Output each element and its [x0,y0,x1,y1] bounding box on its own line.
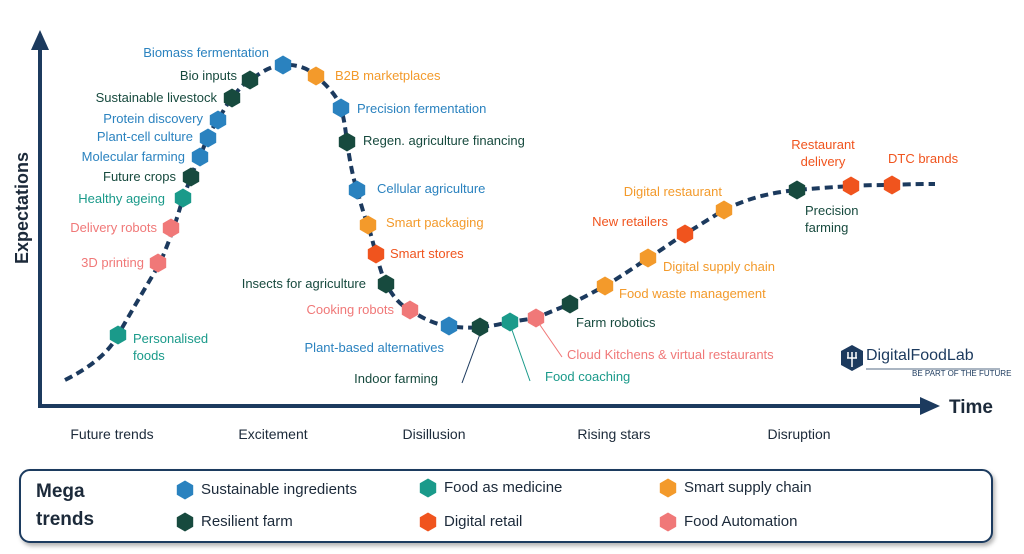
trend-label: Regen. agriculture financing [363,133,525,148]
legend-title: Mega trends [36,481,95,530]
trend-label: Farm robotics [576,315,656,330]
legend-marker [659,478,677,498]
trend-label: Future crops [103,169,176,184]
legend-label: Resilient farm [201,513,293,530]
trend-label: Biomass fermentation [143,45,269,60]
trend-label: Food waste management [619,286,766,301]
trend-marker [209,110,227,130]
trend-marker [348,180,366,200]
trend-marker [440,316,458,336]
logo-tagline: BE PART OF THE FUTURE [912,369,1012,378]
trend-marker [307,66,325,86]
trend-marker [788,180,806,200]
trend-label: Digital supply chain [663,259,776,274]
trend-marker [274,55,292,75]
trend-label: Protein discovery [103,111,203,126]
trend-marker [182,167,200,187]
trend-label: New retailers [592,214,668,229]
legend-marker [659,512,677,532]
trend-marker [338,132,356,152]
trend-label: Insects for agriculture [241,276,366,291]
logo-name: DigitalFoodLab [866,347,974,364]
trend-marker [639,248,657,268]
trend-marker [596,276,614,296]
trend-label: Digital restaurant [623,184,722,199]
trend-label: Indoor farming [354,371,438,386]
callout-line [461,333,481,384]
trend-marker [842,176,860,196]
trend-marker [199,128,217,148]
trend-label: Plant-based alternatives [304,340,444,355]
trend-label: Cooking robots [306,302,394,317]
trend-marker [676,224,694,244]
y-axis-label: Expectations [12,152,32,264]
trend-marker [223,88,241,108]
trend-marker [109,325,127,345]
callout-line [511,329,531,382]
legend-label: Sustainable ingredients [201,481,357,498]
trend-marker [471,317,489,337]
trend-marker [191,147,209,167]
phase-label: Disruption [767,426,831,442]
trend-label: Healthy ageing [78,191,165,206]
trend-label: 3D printing [81,255,144,270]
trend-label: Food coaching [545,369,631,384]
trend-label: Delivery robots [70,220,157,235]
trend-label: Restaurant delivery [791,137,855,169]
trend-label: Bio inputs [179,68,237,83]
trend-label: B2B marketplaces [335,68,441,83]
trend-label: Smart stores [390,246,464,261]
trend-label: Personalised foods [133,331,209,363]
legend-label: Digital retail [444,513,523,530]
trend-label: Sustainable livestock [95,90,217,105]
trend-marker [527,308,545,328]
trend-label: Precision fermentation [357,101,487,116]
trend-marker [359,215,377,235]
legend-marker [419,478,437,498]
legend-marker [419,512,437,532]
phase-label: Future trends [70,426,154,442]
trend-marker [241,70,259,90]
phase-label: Excitement [238,426,308,442]
phase-label: Rising stars [577,426,651,442]
x-axis-label: Time [949,397,993,418]
trend-label: DTC brands [888,151,959,166]
trend-label: Precision farming [805,203,859,235]
trend-marker [174,188,192,208]
trend-label: Smart packaging [386,215,484,230]
trend-label: Plant-cell culture [96,129,193,144]
legend-marker [176,480,194,500]
x-arrow [920,397,940,415]
y-arrow [31,30,49,50]
trend-marker [377,274,395,294]
logo-icon [841,345,863,371]
trend-marker [162,218,180,238]
legend-marker [176,512,194,532]
trend-marker [367,244,385,264]
trend-marker [561,294,579,314]
trend-marker [401,300,419,320]
trend-label: Cellular agriculture [377,181,486,196]
legend-label: Food as medicine [444,479,563,496]
phase-label: Disillusion [402,426,466,442]
callout-line [539,324,563,358]
trend-marker [883,175,901,195]
trend-label: Molecular farming [81,149,185,164]
legend-label: Smart supply chain [684,479,812,496]
trend-marker [715,200,733,220]
legend-box [19,469,993,543]
trend-label: Cloud Kitchens & virtual restaurants [567,347,774,362]
trend-marker [332,98,350,118]
trend-marker [501,312,519,332]
trend-marker [149,253,167,273]
legend-label: Food Automation [684,513,798,530]
